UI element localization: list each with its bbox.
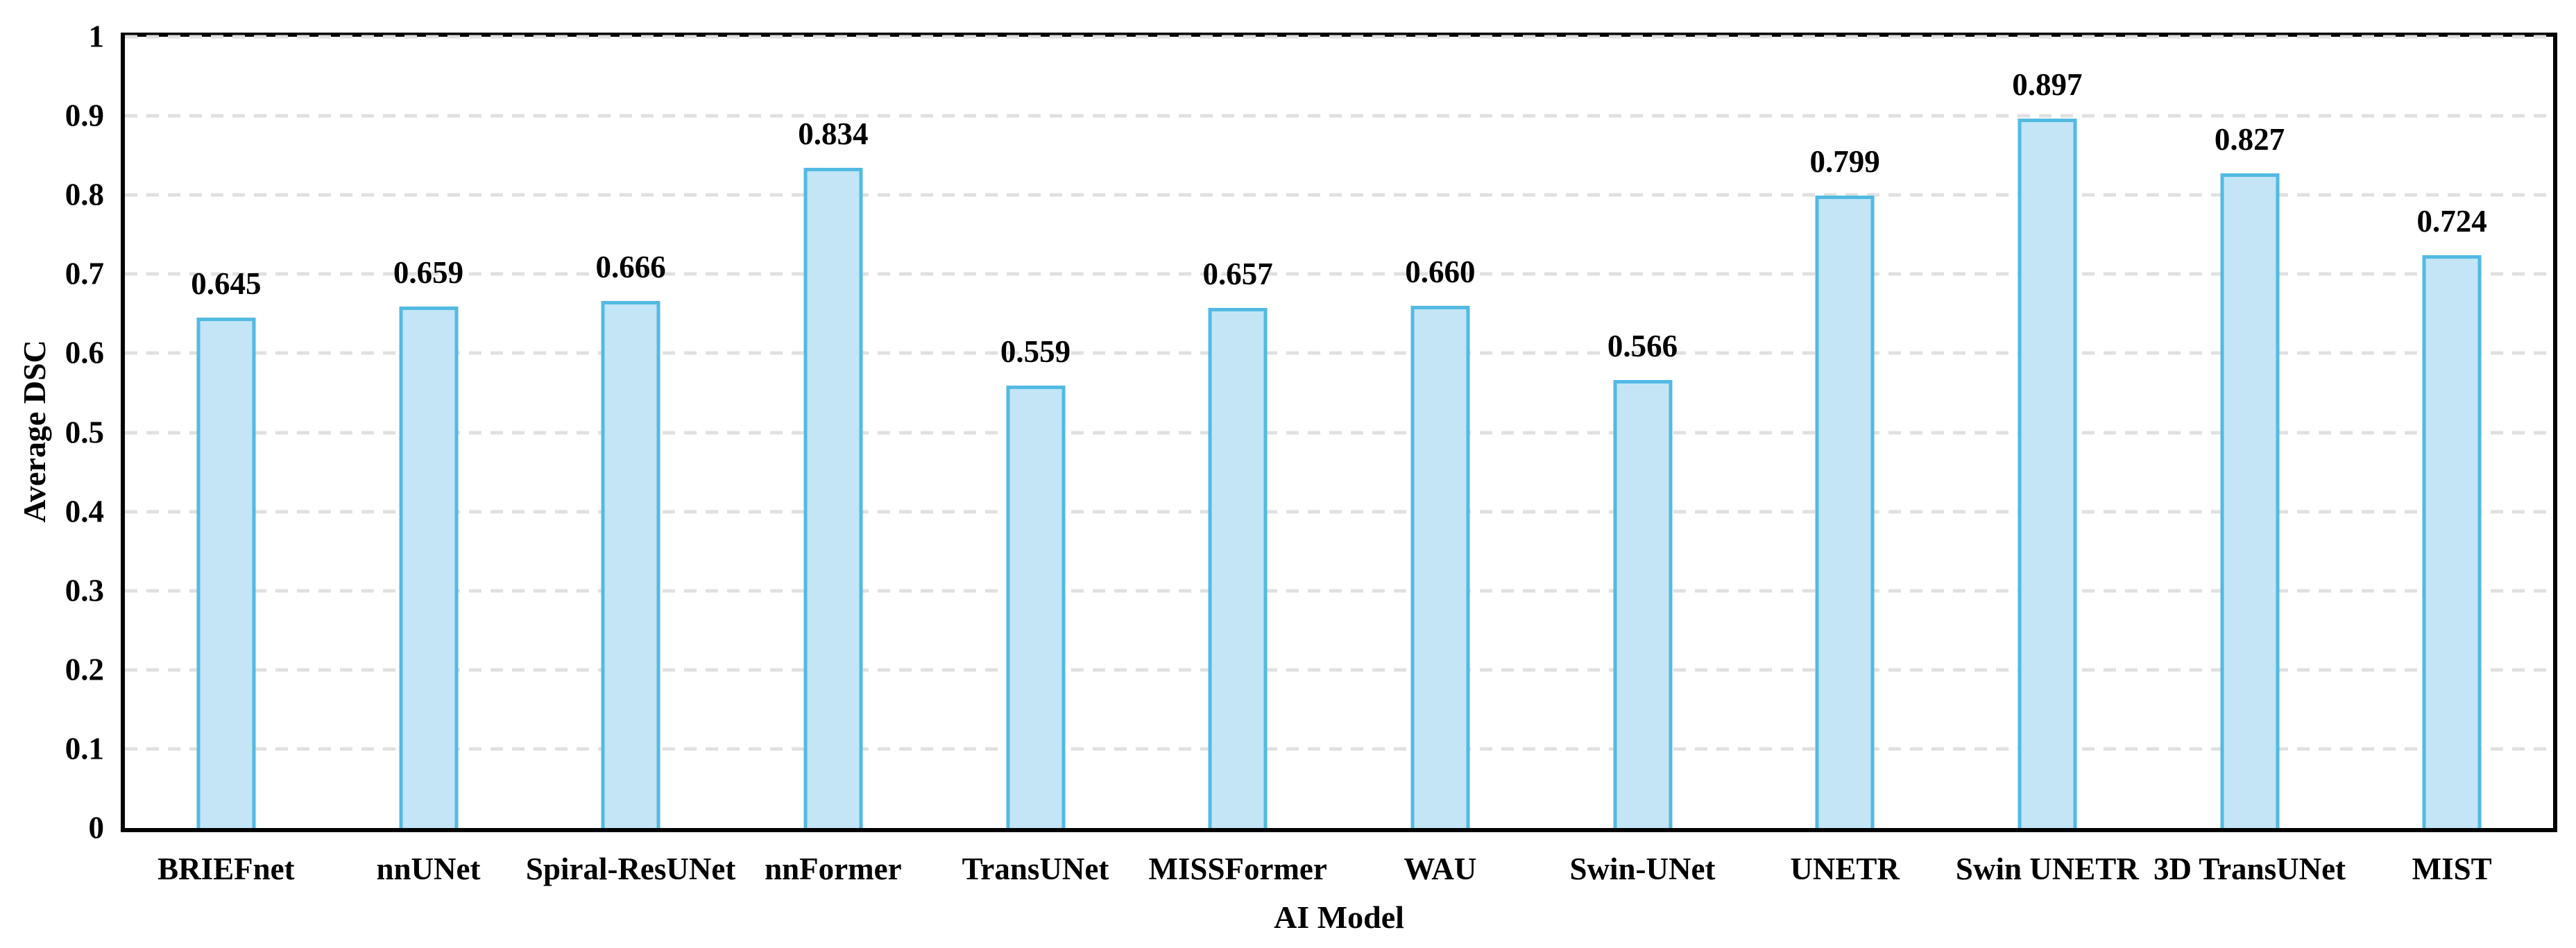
bar-value-label: 0.657 bbox=[1202, 257, 1273, 291]
x-tick-label: UNETR bbox=[1790, 852, 1900, 886]
gridline bbox=[125, 351, 2553, 355]
bar bbox=[2018, 119, 2077, 828]
x-tick-label: nnUNet bbox=[376, 852, 481, 886]
bar-value-label: 0.660 bbox=[1405, 255, 1476, 289]
x-tick-label: WAU bbox=[1404, 852, 1477, 886]
x-tick-label: MISSFormer bbox=[1148, 852, 1327, 886]
gridline bbox=[125, 510, 2553, 514]
x-tick-label: MIST bbox=[2412, 852, 2492, 886]
bar-value-label: 0.827 bbox=[2214, 122, 2285, 157]
y-tick-label: 0.8 bbox=[65, 177, 104, 212]
y-tick-label: 0.3 bbox=[65, 573, 104, 608]
gridline bbox=[125, 431, 2553, 434]
bar bbox=[1613, 380, 1672, 828]
bar bbox=[1410, 306, 1470, 828]
x-axis-title: AI Model bbox=[1274, 899, 1404, 935]
gridline bbox=[125, 193, 2553, 197]
bar bbox=[1815, 196, 1875, 828]
bar-value-label: 0.566 bbox=[1607, 329, 1678, 363]
bar bbox=[2220, 173, 2279, 828]
bar bbox=[1208, 308, 1268, 828]
y-tick-label: 0 bbox=[88, 810, 105, 845]
bar-value-label: 0.659 bbox=[393, 255, 464, 290]
bar-value-label: 0.724 bbox=[2416, 204, 2487, 239]
x-tick-label: TransUNet bbox=[962, 852, 1109, 886]
bar-value-label: 0.799 bbox=[1809, 144, 1880, 179]
bar bbox=[399, 307, 458, 828]
gridline bbox=[125, 272, 2553, 276]
gridline bbox=[125, 35, 2553, 39]
plot-area: 0.645 0.659 0.666 0.834 0.559 0.657 0.660 0.566… bbox=[121, 33, 2557, 832]
bar-value-label: 0.645 bbox=[191, 266, 262, 301]
y-tick-label: 0.4 bbox=[65, 494, 104, 529]
bar bbox=[601, 301, 660, 828]
bar-value-label: 0.834 bbox=[798, 117, 869, 151]
y-tick-label: 0.7 bbox=[65, 256, 104, 291]
x-tick-label: 3D TransUNet bbox=[2153, 852, 2346, 886]
x-tick-label: BRIEFnet bbox=[157, 852, 295, 886]
y-tick-label: 0.5 bbox=[65, 415, 104, 449]
y-tick-label: 0.1 bbox=[65, 731, 104, 766]
gridline bbox=[125, 589, 2553, 593]
y-tick-label: 0.9 bbox=[65, 98, 104, 133]
bar-value-label: 0.666 bbox=[595, 250, 666, 284]
bar bbox=[803, 168, 863, 828]
x-tick-label: nnFormer bbox=[765, 852, 902, 886]
y-tick-label: 0.6 bbox=[65, 335, 104, 370]
gridline bbox=[125, 114, 2553, 118]
y-tick-label: 1 bbox=[88, 19, 105, 54]
x-tick-label: Swin-UNet bbox=[1569, 852, 1716, 886]
y-tick-label: 0.2 bbox=[65, 652, 104, 687]
bar-value-label: 0.559 bbox=[1000, 334, 1071, 369]
bar bbox=[196, 318, 256, 828]
bar bbox=[2422, 255, 2482, 828]
x-tick-label: Spiral-ResUNet bbox=[525, 852, 736, 886]
x-tick-label: Swin UNETR bbox=[1955, 852, 2139, 886]
bar-value-label: 0.897 bbox=[2012, 67, 2083, 102]
gridline bbox=[125, 747, 2553, 751]
gridline bbox=[125, 668, 2553, 672]
bar bbox=[1006, 386, 1065, 828]
